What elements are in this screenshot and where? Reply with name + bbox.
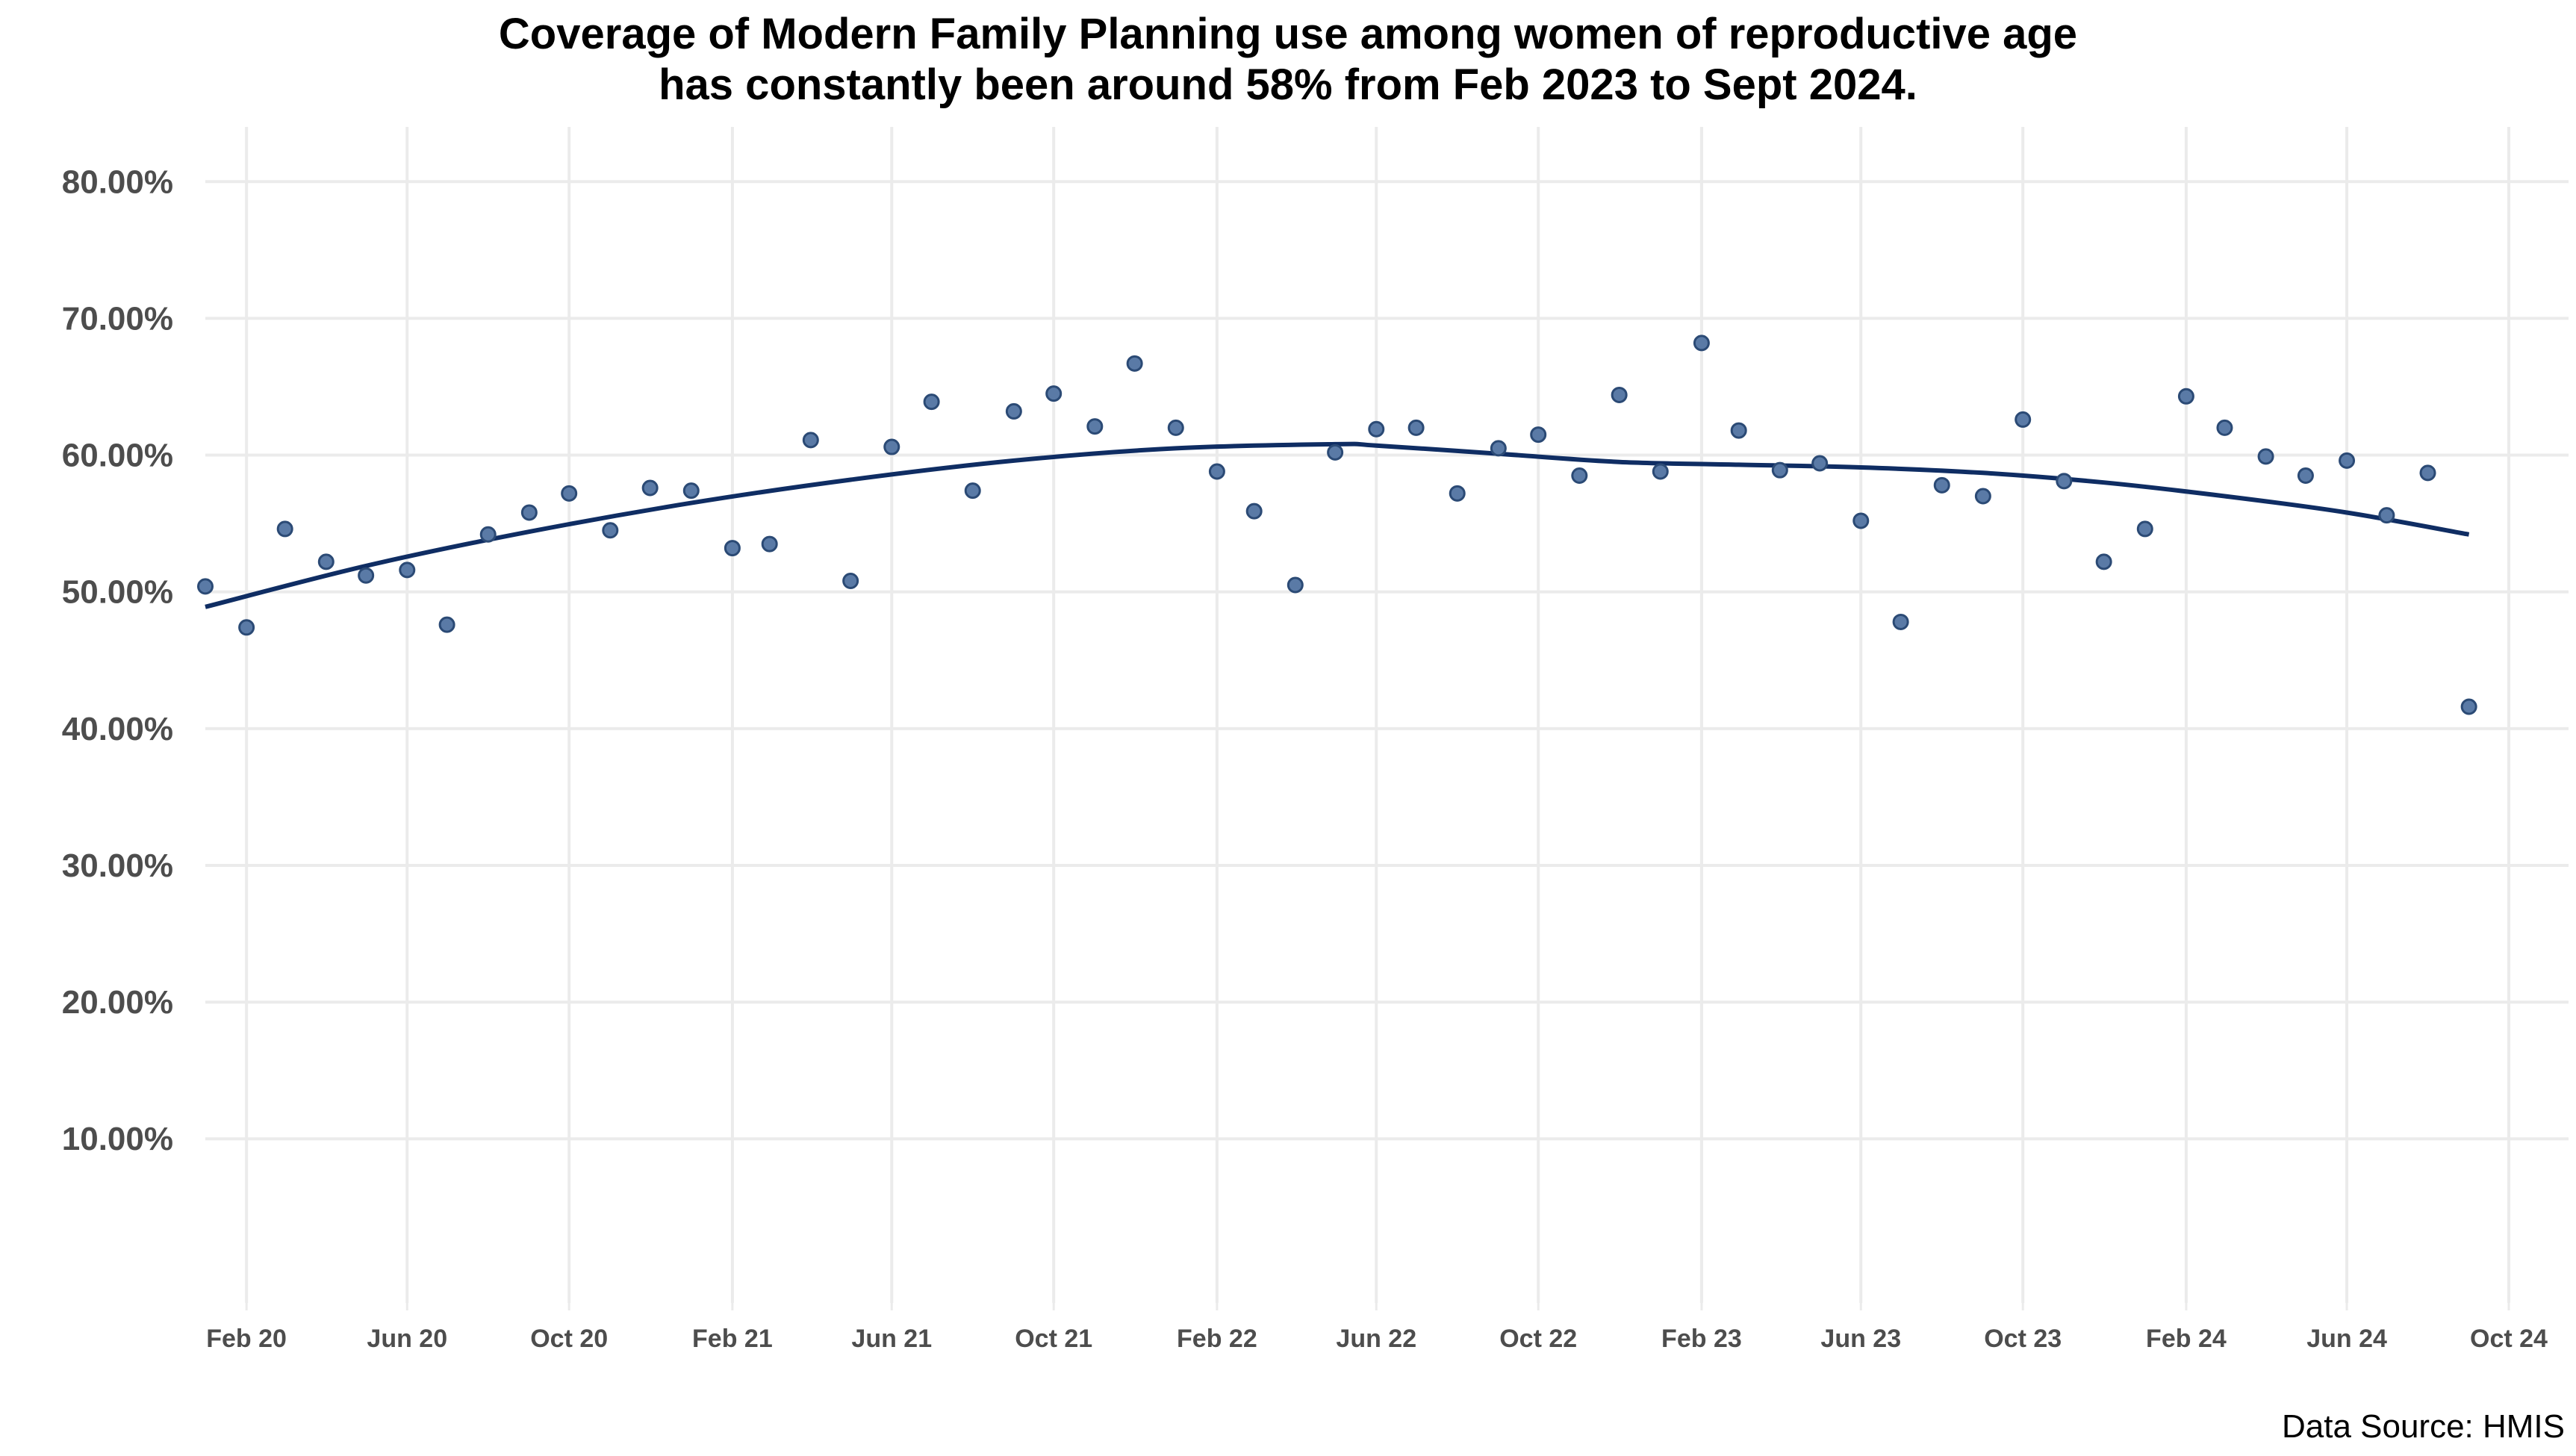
x-tick-label: Jun 23 bbox=[1820, 1325, 1901, 1353]
data-point bbox=[2460, 698, 2477, 715]
y-tick-label: 50.00% bbox=[62, 574, 173, 611]
data-point bbox=[761, 535, 778, 553]
y-tick-label: 10.00% bbox=[62, 1121, 173, 1157]
data-point bbox=[1933, 476, 1950, 494]
data-point bbox=[561, 485, 578, 502]
data-point bbox=[842, 573, 859, 590]
data-point bbox=[1974, 488, 1991, 505]
x-tick-label: Oct 20 bbox=[530, 1325, 608, 1353]
x-tick-label: Feb 20 bbox=[206, 1325, 287, 1353]
data-point bbox=[2015, 411, 2032, 428]
data-point bbox=[2095, 553, 2112, 570]
x-axis-ticks bbox=[245, 1303, 2510, 1310]
data-point bbox=[602, 522, 619, 539]
data-point bbox=[2056, 473, 2073, 490]
x-tick-label: Feb 22 bbox=[1177, 1325, 1257, 1353]
data-point bbox=[2419, 464, 2436, 482]
data-point bbox=[964, 482, 981, 500]
data-point bbox=[1208, 463, 1225, 480]
data-point bbox=[238, 619, 255, 636]
data-point bbox=[1045, 385, 1063, 402]
data-point bbox=[1327, 444, 1344, 461]
y-tick-label: 60.00% bbox=[62, 438, 173, 474]
data-point bbox=[1449, 485, 1466, 502]
trend-line bbox=[205, 441, 2470, 609]
vertical-gridlines bbox=[245, 127, 2510, 1303]
data-point bbox=[1571, 467, 1588, 485]
data-point bbox=[276, 520, 293, 538]
data-point bbox=[1852, 512, 1870, 529]
y-tick-label: 80.00% bbox=[62, 164, 173, 200]
data-point bbox=[2339, 452, 2356, 469]
x-axis-tick-labels: Feb 20 Jun 20 Oct 20 Feb 21 Jun 21 Oct 21 Feb … bbox=[206, 1325, 2548, 1353]
data-point bbox=[1407, 419, 1425, 436]
data-point bbox=[883, 438, 900, 455]
x-tick-label: Oct 24 bbox=[2470, 1325, 2548, 1353]
y-tick-label: 30.00% bbox=[62, 847, 173, 884]
data-point bbox=[1245, 503, 1263, 520]
data-point bbox=[317, 553, 335, 570]
data-point bbox=[1811, 455, 1829, 472]
x-tick-label: Oct 22 bbox=[1499, 1325, 1577, 1353]
x-tick-label: Oct 21 bbox=[1015, 1325, 1092, 1353]
data-point bbox=[520, 504, 538, 521]
chart-title-line-2: has constantly been around 58% from Feb … bbox=[659, 60, 1917, 109]
x-tick-label: Oct 23 bbox=[1984, 1325, 2062, 1353]
data-point bbox=[682, 482, 700, 500]
data-point bbox=[1530, 426, 1547, 444]
data-point bbox=[724, 540, 741, 557]
data-point bbox=[2378, 507, 2395, 524]
data-point bbox=[1611, 386, 1628, 403]
y-tick-label: 40.00% bbox=[62, 711, 173, 747]
data-point bbox=[923, 393, 940, 411]
data-point bbox=[2177, 388, 2194, 405]
data-point bbox=[197, 578, 214, 595]
data-point bbox=[1167, 419, 1184, 436]
data-point bbox=[1287, 576, 1304, 594]
data-point bbox=[641, 479, 659, 497]
plot-area: 10.00% 20.00% 30.00% 40.00% 50.00% 60.00% 70.0… bbox=[62, 127, 2569, 1353]
data-point bbox=[1368, 420, 1385, 438]
data-point bbox=[1771, 461, 1788, 479]
data-point bbox=[1652, 463, 1669, 480]
y-tick-label: 20.00% bbox=[62, 984, 173, 1021]
data-point bbox=[2216, 419, 2233, 436]
data-points bbox=[197, 335, 2477, 715]
data-point bbox=[479, 526, 497, 543]
data-point bbox=[358, 567, 375, 584]
data-point bbox=[2136, 520, 2153, 538]
x-tick-label: Feb 24 bbox=[2146, 1325, 2227, 1353]
data-point bbox=[1005, 402, 1022, 420]
data-point bbox=[1730, 422, 1747, 439]
chart-title-line-1: Coverage of Modern Family Planning use a… bbox=[499, 10, 2077, 58]
horizontal-gridlines bbox=[205, 180, 2569, 1141]
data-point bbox=[1086, 418, 1104, 435]
y-axis-tick-labels: 10.00% 20.00% 30.00% 40.00% 50.00% 60.00% 70.0… bbox=[62, 164, 173, 1157]
data-source-caption: Data Source: HMIS bbox=[2282, 1408, 2565, 1445]
data-point bbox=[1490, 440, 1507, 457]
x-tick-label: Jun 21 bbox=[851, 1325, 932, 1353]
data-point bbox=[1126, 355, 1143, 372]
data-point bbox=[2257, 448, 2274, 465]
x-tick-label: Feb 23 bbox=[1661, 1325, 1742, 1353]
data-point bbox=[438, 616, 455, 633]
x-tick-label: Jun 22 bbox=[1336, 1325, 1416, 1353]
x-tick-label: Jun 24 bbox=[2306, 1325, 2387, 1353]
data-point bbox=[2297, 467, 2314, 485]
data-point bbox=[1892, 613, 1909, 630]
x-tick-label: Feb 21 bbox=[692, 1325, 773, 1353]
x-tick-label: Jun 20 bbox=[367, 1325, 447, 1353]
data-point bbox=[802, 432, 819, 449]
data-point bbox=[1693, 335, 1710, 352]
data-point bbox=[399, 561, 416, 579]
y-tick-label: 70.00% bbox=[62, 300, 173, 337]
